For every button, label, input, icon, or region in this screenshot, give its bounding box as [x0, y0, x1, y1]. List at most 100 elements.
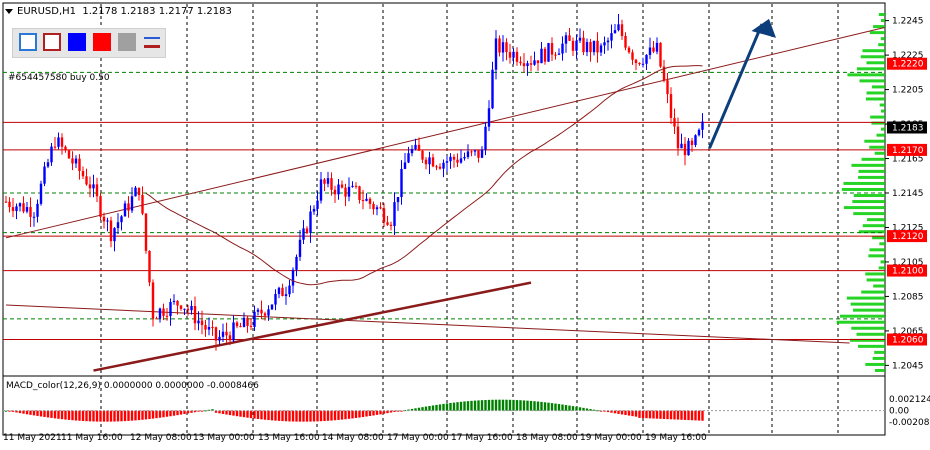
profile-bar	[878, 43, 885, 47]
candle-body	[74, 158, 78, 164]
candle-body	[109, 220, 113, 242]
candle-body	[424, 159, 428, 165]
candle-body	[540, 48, 543, 64]
candle-body	[267, 309, 270, 316]
candle-body	[39, 183, 43, 204]
macd-bar	[144, 410, 148, 420]
macd-bar	[92, 410, 95, 422]
candle-body	[550, 43, 554, 55]
macd-bar	[197, 410, 200, 412]
time-label: 14 May 08:00	[322, 433, 384, 443]
macd-bar	[36, 410, 39, 416]
fill-gray-button[interactable]	[118, 33, 136, 51]
candle-body	[113, 228, 116, 242]
macd-bar	[246, 410, 249, 418]
macd-bar	[323, 410, 326, 422]
candle-body	[361, 200, 365, 202]
macd-bar	[71, 410, 74, 421]
macd-bar	[123, 410, 127, 422]
candle-body	[81, 171, 85, 177]
macd-bar	[606, 410, 610, 413]
candle-body	[396, 197, 400, 203]
candle-body	[694, 135, 697, 145]
line-style-icon-top	[144, 37, 160, 39]
candle-body	[501, 42, 505, 53]
macd-bar	[172, 410, 176, 416]
candle-body	[512, 51, 515, 58]
chart-frame	[2, 2, 886, 436]
macd-bar	[596, 410, 599, 412]
macd-bar	[249, 410, 253, 419]
macd-bar	[312, 410, 316, 422]
outline-red-rect-button[interactable]	[43, 33, 61, 51]
candle-body	[249, 325, 253, 327]
macd-bar	[253, 410, 256, 419]
candle-body	[470, 151, 473, 153]
macd-bar	[662, 410, 666, 419]
profile-bar	[851, 326, 885, 330]
order-label: #654457580 buy 0.50	[8, 73, 110, 83]
macd-bar	[319, 410, 323, 422]
profile-bar	[872, 356, 885, 360]
macd-bar	[64, 410, 67, 420]
macd-bar	[190, 410, 193, 413]
candle-body	[256, 309, 260, 312]
candle-body	[463, 157, 466, 159]
macd-bar	[358, 410, 361, 418]
macd-bar	[445, 403, 449, 411]
macd-bar	[554, 403, 557, 411]
candle-body	[627, 47, 631, 53]
candle-body	[316, 200, 319, 209]
candle-body	[365, 198, 368, 201]
candle-body	[172, 300, 176, 303]
chart-header[interactable]: EURUSD,H1 1.2178 1.2183 1.2177 1.2183	[5, 6, 232, 17]
candle-body	[323, 179, 326, 184]
profile-bar	[860, 55, 885, 59]
macd-bar	[676, 410, 680, 420]
candle-body	[606, 40, 610, 43]
support-trend-line	[93, 281, 532, 372]
candle-body	[169, 302, 172, 317]
candle-body	[22, 203, 25, 212]
macd-bar	[295, 410, 298, 422]
profile-bar	[857, 344, 885, 348]
macd-bar	[263, 410, 267, 420]
candle-body	[508, 52, 512, 58]
candle-body	[466, 151, 470, 158]
candle-body	[659, 42, 662, 67]
candle-body	[480, 149, 484, 158]
fill-red-button[interactable]	[93, 33, 111, 51]
macd-bar	[687, 410, 690, 421]
line-style-button[interactable]	[143, 33, 161, 51]
fill-blue-button[interactable]	[68, 33, 86, 51]
profile-bar	[841, 187, 885, 191]
macd-bar	[368, 410, 372, 416]
outline-blue-rect-button[interactable]	[19, 33, 37, 51]
dropdown-icon[interactable]	[5, 8, 13, 14]
profile-bar	[843, 206, 885, 210]
candle-body	[386, 222, 389, 225]
candle-body	[302, 228, 305, 240]
macd-bar	[498, 399, 501, 411]
macd-bar	[32, 410, 36, 416]
candle-body	[99, 196, 102, 217]
macd-bar	[613, 410, 617, 414]
candle-body	[655, 42, 659, 52]
macd-bar	[274, 410, 277, 421]
candle-body	[620, 24, 624, 36]
candle-body	[589, 42, 592, 53]
macd-bar	[309, 410, 312, 422]
time-label: 11 May 16:00	[61, 433, 123, 443]
candle-body	[246, 317, 249, 326]
price-tick-label: 1.2045	[892, 361, 924, 371]
candle-body	[36, 203, 39, 217]
macd-bar	[515, 400, 519, 411]
candle-body	[452, 156, 456, 160]
macd-bar	[109, 410, 113, 422]
candle-body	[260, 309, 263, 314]
macd-bar	[60, 410, 64, 420]
macd-bar	[127, 410, 130, 421]
candle-body	[235, 322, 239, 327]
candle-body	[309, 211, 312, 233]
